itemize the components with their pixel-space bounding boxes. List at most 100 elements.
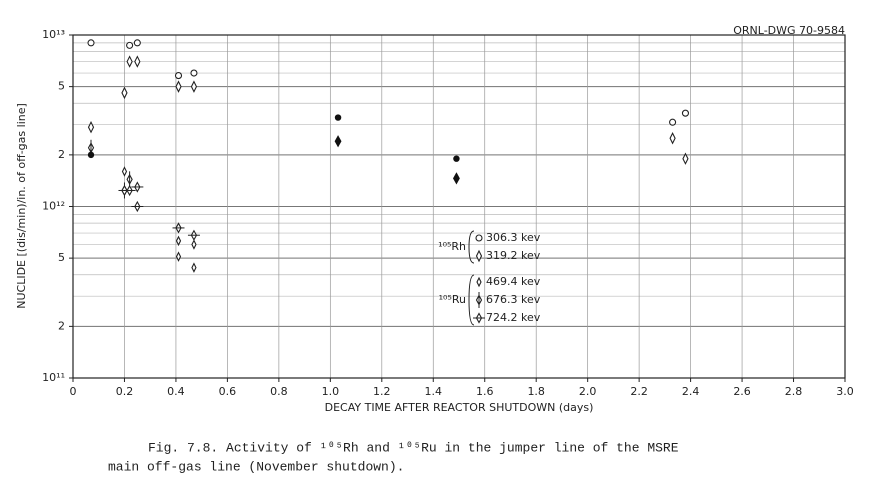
- marker-shape: [133, 39, 141, 47]
- x-tick-label: 2.0: [579, 385, 597, 398]
- x-tick-label: 1.2: [373, 385, 391, 398]
- marker: [174, 72, 183, 80]
- marker: [126, 55, 133, 68]
- marker: [126, 41, 134, 49]
- marker: [121, 166, 128, 177]
- marker-shape: [87, 39, 95, 47]
- marker: [190, 80, 198, 93]
- marker-shape: [190, 69, 198, 77]
- y-tick-label: 2: [58, 148, 65, 161]
- marker-shape: [175, 235, 182, 247]
- y-tick-label: 10¹¹: [42, 371, 65, 384]
- marker-shape: [334, 135, 342, 148]
- marker-shape: [190, 80, 198, 93]
- marker: [669, 118, 677, 126]
- legend-label: 676.3 kev: [486, 293, 541, 306]
- x-tick-label: 1.8: [527, 385, 545, 398]
- marker: [475, 292, 483, 308]
- marker: [476, 276, 482, 288]
- marker: [475, 249, 483, 263]
- marker-shape: [191, 239, 197, 250]
- marker: [334, 135, 342, 148]
- x-tick-label: 2.2: [630, 385, 648, 398]
- y-tick-label: 2: [58, 319, 65, 332]
- marker-shape: [126, 41, 134, 49]
- marker-shape: [475, 249, 483, 263]
- drawing-number: ORNL-DWG 70-9584: [733, 24, 845, 37]
- x-tick-label: 2.8: [785, 385, 803, 398]
- marker-shape: [175, 80, 182, 93]
- x-tick-label: 1.0: [322, 385, 340, 398]
- y-tick-label: 5: [58, 251, 65, 264]
- marker: [126, 171, 133, 188]
- marker: [131, 200, 144, 213]
- x-tick-label: 1.6: [476, 385, 494, 398]
- x-tick-label: 2.6: [733, 385, 751, 398]
- legend-brace: [468, 274, 475, 326]
- marker: [175, 80, 182, 93]
- marker-shape: [669, 118, 677, 126]
- x-tick-label: 1.4: [425, 385, 443, 398]
- x-tick-label: 0.8: [270, 385, 288, 398]
- marker: [452, 172, 460, 185]
- marker-shape: [453, 155, 460, 162]
- y-tick-label: 10¹³: [42, 28, 65, 41]
- marker: [133, 39, 141, 47]
- marker-shape: [126, 55, 133, 68]
- marker: [475, 234, 483, 242]
- marker-shape: [175, 251, 182, 262]
- marker-shape: [669, 132, 676, 145]
- marker: [191, 239, 197, 250]
- caption-line: main off-gas line (November shutdown).: [108, 459, 404, 474]
- marker: [87, 120, 95, 134]
- marker-shape: [452, 172, 460, 185]
- marker: [172, 222, 185, 234]
- y-tick-label: 10¹²: [42, 200, 65, 213]
- marker-shape: [134, 55, 141, 68]
- x-tick-label: 0: [70, 385, 77, 398]
- marker: [190, 69, 198, 77]
- marker: [123, 184, 136, 197]
- marker: [473, 312, 485, 324]
- marker-shape: [191, 262, 197, 273]
- marker: [87, 39, 95, 47]
- marker-shape: [681, 109, 690, 117]
- legend-label: 724.2 kev: [486, 311, 541, 324]
- marker-shape: [121, 166, 128, 177]
- marker-shape: [682, 152, 689, 165]
- marker: [681, 109, 690, 117]
- legend-label: 319.2 kev: [486, 249, 541, 262]
- marker-shape: [334, 114, 342, 121]
- marker-shape: [174, 72, 183, 80]
- legend-label: 469.4 kev: [486, 275, 541, 288]
- marker: [121, 86, 128, 100]
- x-tick-label: 0.2: [116, 385, 134, 398]
- x-tick-label: 2.4: [682, 385, 700, 398]
- x-tick-label: 0.6: [219, 385, 237, 398]
- y-axis-label: NUCLIDE [(dis/min)/in. of off-gas line]: [15, 103, 28, 309]
- marker: [134, 55, 141, 68]
- y-tick-label: 5: [58, 80, 65, 93]
- legend-group-label: ¹⁰⁵Ru: [439, 293, 466, 306]
- marker: [669, 132, 676, 145]
- x-axis-label: DECAY TIME AFTER REACTOR SHUTDOWN (days): [325, 401, 594, 414]
- marker-shape: [475, 234, 483, 242]
- marker: [682, 152, 689, 165]
- marker: [175, 235, 182, 247]
- marker-shape: [87, 120, 95, 134]
- legend-label: 306.3 kev: [486, 231, 541, 244]
- legend-brace: [468, 230, 475, 264]
- marker: [191, 262, 197, 273]
- marker-shape: [87, 151, 95, 159]
- plot-frame: [72, 34, 846, 379]
- marker: [334, 114, 342, 121]
- marker: [187, 229, 200, 241]
- x-tick-label: 0.4: [167, 385, 185, 398]
- marker: [87, 151, 95, 159]
- marker: [453, 155, 460, 162]
- marker-shape: [121, 86, 128, 100]
- marker-shape: [476, 276, 482, 288]
- marker: [175, 251, 182, 262]
